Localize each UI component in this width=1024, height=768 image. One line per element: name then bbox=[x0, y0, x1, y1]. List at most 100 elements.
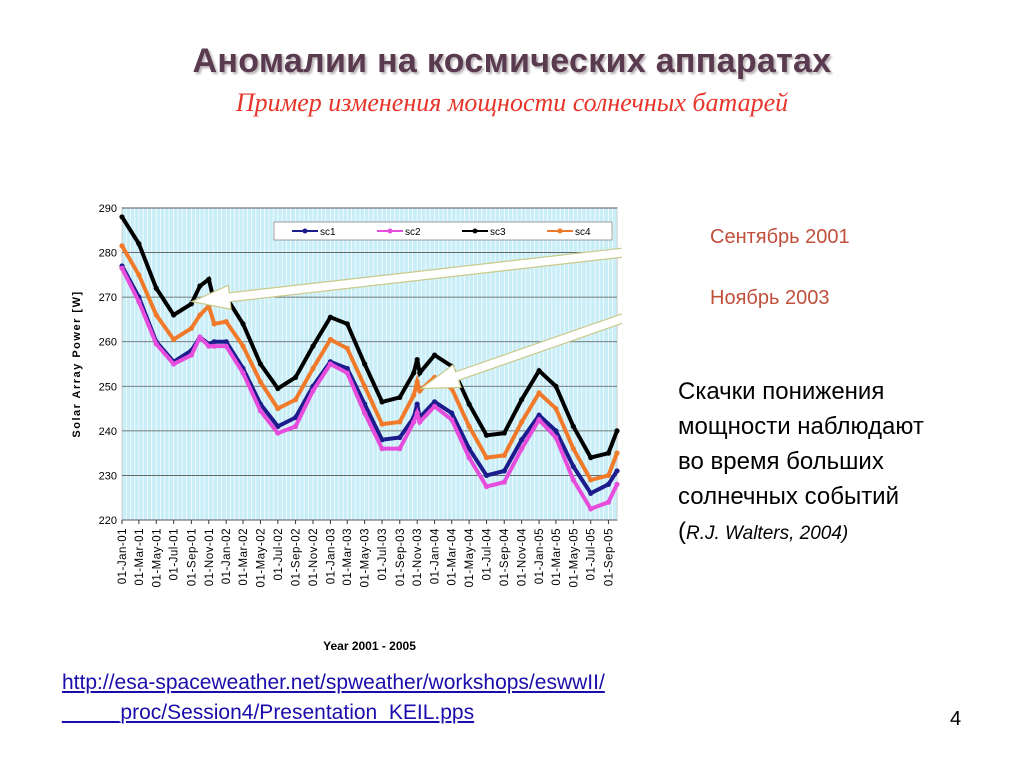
data-point-sc2 bbox=[171, 361, 177, 367]
y-tick-label: 230 bbox=[99, 470, 117, 482]
data-point-sc4 bbox=[327, 336, 333, 343]
data-point-sc1 bbox=[292, 414, 299, 421]
data-point-sc2 bbox=[414, 410, 420, 416]
data-point-sc3 bbox=[536, 368, 542, 374]
data-point-sc1 bbox=[431, 399, 438, 405]
y-axis-label: Solar Array Power [W] bbox=[71, 290, 83, 437]
source-link[interactable]: http://esa-spaceweather.net/spweather/wo… bbox=[62, 668, 605, 728]
data-point-sc2 bbox=[431, 403, 438, 409]
legend-marker-sc1 bbox=[302, 228, 308, 234]
data-point-sc3 bbox=[397, 394, 403, 401]
data-point-sc2 bbox=[327, 361, 333, 367]
data-point-sc2 bbox=[136, 299, 142, 305]
data-point-sc3 bbox=[136, 241, 142, 247]
data-point-sc4 bbox=[605, 472, 612, 479]
data-point-sc3 bbox=[153, 285, 159, 291]
data-point-sc1 bbox=[553, 428, 559, 434]
data-point-sc1 bbox=[414, 401, 420, 407]
citation-paren: ( bbox=[678, 518, 686, 545]
data-point-sc3 bbox=[431, 352, 438, 358]
legend-marker-sc3 bbox=[472, 228, 478, 234]
data-point-sc3 bbox=[362, 361, 368, 367]
data-point-sc3 bbox=[570, 423, 576, 429]
data-point-sc4 bbox=[344, 345, 350, 351]
y-tick-label: 270 bbox=[99, 292, 117, 304]
data-point-sc4 bbox=[501, 452, 507, 458]
x-tick-label: 01-May-05 bbox=[568, 528, 580, 587]
data-point-sc2 bbox=[570, 477, 576, 483]
page-number: 4 bbox=[950, 708, 962, 730]
data-point-sc4 bbox=[362, 383, 368, 389]
data-point-sc3 bbox=[197, 283, 203, 289]
x-tick-label: 01-May-04 bbox=[464, 528, 476, 588]
data-point-sc4 bbox=[211, 321, 217, 327]
x-tick-label: 01-Mar-05 bbox=[551, 528, 563, 586]
x-tick-label: 01-Jan-04 bbox=[430, 528, 442, 584]
data-point-sc2 bbox=[614, 481, 620, 487]
series-line-sc2 bbox=[120, 267, 619, 512]
data-point-sc2 bbox=[344, 370, 350, 376]
data-point-sc1 bbox=[536, 412, 542, 418]
data-point-sc1 bbox=[223, 339, 229, 345]
data-point-sc2 bbox=[553, 434, 559, 441]
y-tick-label: 220 bbox=[99, 515, 117, 527]
x-tick-label: 01-Jan-05 bbox=[534, 528, 546, 584]
data-point-sc3 bbox=[553, 383, 559, 389]
data-point-sc2 bbox=[536, 417, 542, 423]
x-tick-label: 01-Sep-02 bbox=[291, 528, 303, 586]
data-point-sc2 bbox=[206, 343, 212, 349]
explanation-line: солнечных событий bbox=[678, 483, 899, 510]
data-point-sc1 bbox=[519, 437, 525, 443]
data-point-sc2 bbox=[605, 499, 612, 505]
data-point-sc4 bbox=[536, 390, 542, 396]
x-tick-label: 01-Mar-04 bbox=[447, 528, 459, 586]
data-point-sc3 bbox=[379, 399, 385, 405]
citation: R.J. Walters, 2004) bbox=[686, 523, 849, 544]
explanation-line: мощности наблюдают bbox=[678, 413, 924, 440]
data-point-sc1 bbox=[501, 468, 507, 474]
source-link-line-1[interactable]: http://esa-spaceweather.net/spweather/wo… bbox=[62, 671, 605, 694]
data-point-sc1 bbox=[397, 434, 403, 441]
data-point-sc2 bbox=[397, 446, 403, 452]
x-tick-label: 01-Nov-01 bbox=[204, 528, 216, 586]
data-point-sc3 bbox=[188, 301, 194, 307]
data-point-sc4 bbox=[588, 477, 594, 483]
data-point-sc3 bbox=[257, 361, 264, 367]
data-point-sc4 bbox=[414, 379, 420, 385]
slide-title: Аномалии на космических аппаратах bbox=[192, 42, 832, 80]
data-point-sc4 bbox=[240, 343, 246, 349]
data-point-sc3 bbox=[605, 450, 612, 456]
y-tick-label: 280 bbox=[99, 248, 117, 260]
data-point-sc1 bbox=[379, 437, 385, 443]
x-tick-label: 01-Mar-03 bbox=[342, 528, 354, 586]
data-point-sc3 bbox=[466, 401, 472, 407]
data-point-sc2 bbox=[240, 370, 246, 376]
data-point-sc4 bbox=[292, 397, 299, 403]
data-point-sc2 bbox=[211, 343, 217, 349]
series-line-sc4 bbox=[120, 244, 619, 483]
explanation-text: Скачки понижения мощности наблюдают во в… bbox=[678, 374, 1018, 551]
data-point-sc3 bbox=[119, 214, 125, 220]
data-point-sc3 bbox=[206, 276, 212, 282]
x-tick-label: 01-Sep-01 bbox=[186, 528, 198, 586]
x-tick-label: 01-Sep-04 bbox=[499, 528, 511, 586]
x-tick-label: 01-Sep-05 bbox=[603, 528, 615, 586]
data-point-sc1 bbox=[344, 365, 350, 372]
x-tick-label: 01-Jul-05 bbox=[586, 528, 598, 580]
x-tick-label: 01-Sep-03 bbox=[395, 528, 407, 586]
data-point-sc4 bbox=[483, 455, 490, 461]
series-line-sc3 bbox=[120, 215, 619, 460]
solar-power-chart: 01-Jan-01 01-Mar-01 01-May-01 01-Jul-01 01-S… bbox=[71, 203, 622, 653]
legend-label-sc2: sc2 bbox=[405, 227, 421, 238]
data-point-sc1 bbox=[605, 481, 612, 487]
data-point-sc1 bbox=[570, 463, 576, 470]
data-point-sc4 bbox=[417, 388, 423, 394]
data-point-sc2 bbox=[223, 343, 229, 349]
data-point-sc2 bbox=[257, 408, 264, 414]
explanation-line: Скачки понижения bbox=[678, 378, 885, 405]
data-point-sc4 bbox=[275, 405, 281, 412]
x-tick-label: 01-Jul-04 bbox=[482, 528, 494, 581]
data-point-sc3 bbox=[327, 314, 333, 320]
source-link-line-2[interactable]: _____proc/Session4/Presentation_KEIL.pps bbox=[62, 701, 475, 724]
x-tick-label: 01-Jan-02 bbox=[221, 528, 233, 584]
